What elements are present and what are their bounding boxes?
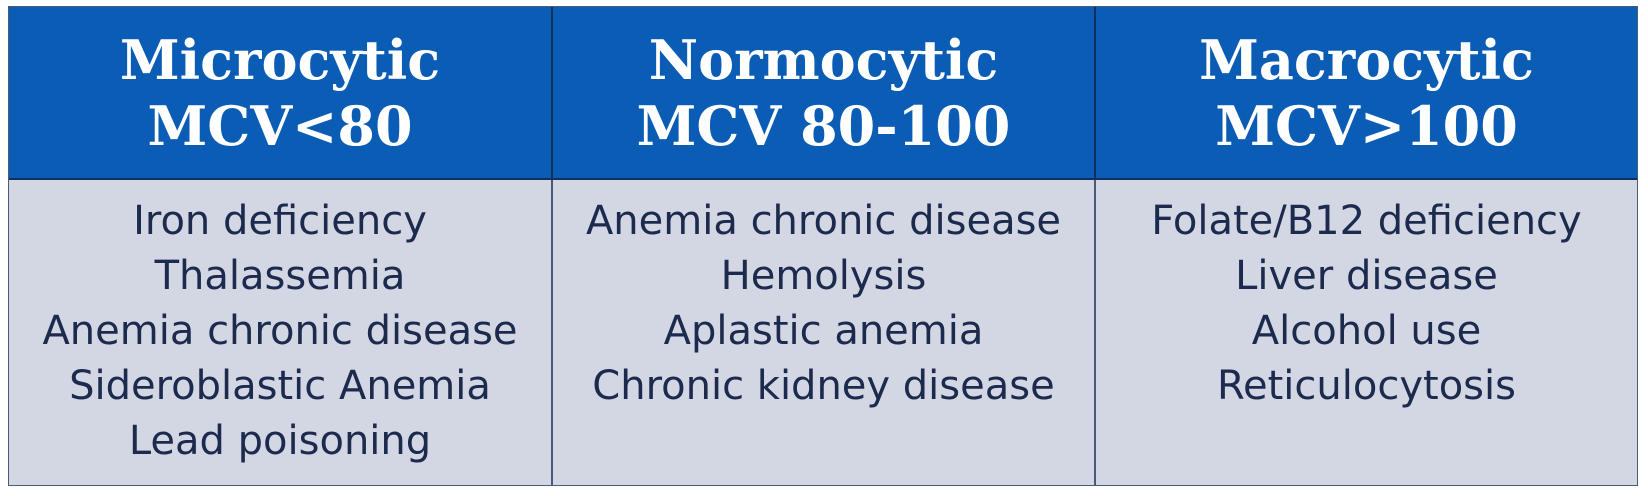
anemia-classification-table: Microcytic MCV<80 Normocytic MCV 80-100 … — [9, 7, 1637, 485]
list-item: Reticulocytosis — [1217, 363, 1516, 409]
list-item: Liver disease — [1235, 253, 1498, 299]
anemia-classification-table-container: Microcytic MCV<80 Normocytic MCV 80-100 … — [8, 6, 1638, 486]
column-cell-macrocytic: Folate/B12 deficiency Liver disease Alco… — [1095, 179, 1637, 485]
list-item: Hemolysis — [720, 253, 927, 299]
list-item: Folate/B12 deficiency — [1151, 198, 1582, 244]
list-item: Iron deficiency — [133, 198, 427, 244]
list-item: Thalassemia — [154, 253, 406, 299]
column-header-macrocytic: Macrocytic MCV>100 — [1095, 7, 1637, 180]
header-row: Microcytic MCV<80 Normocytic MCV 80-100 … — [9, 7, 1637, 180]
list-item: Aplastic anemia — [663, 308, 984, 354]
column-header-normocytic: Normocytic MCV 80-100 — [552, 7, 1096, 180]
column-header-microcytic: Microcytic MCV<80 — [9, 7, 553, 180]
column-subtitle: MCV>100 — [1215, 93, 1518, 158]
list-item: Lead poisoning — [128, 418, 432, 464]
list-item: Anemia chronic disease — [585, 198, 1062, 244]
list-item: Chronic kidney disease — [592, 363, 1055, 409]
column-subtitle: MCV<80 — [147, 93, 413, 158]
list-item: Anemia chronic disease — [42, 308, 518, 354]
list-item: Sideroblastic Anemia — [69, 363, 491, 409]
body-row: Iron deficiency Thalassemia Anemia chron… — [9, 179, 1637, 485]
column-cell-normocytic: Anemia chronic disease Hemolysis Aplasti… — [552, 179, 1096, 485]
list-item: Alcohol use — [1251, 308, 1482, 354]
column-title: Macrocytic — [1199, 27, 1534, 92]
column-cell-microcytic: Iron deficiency Thalassemia Anemia chron… — [9, 179, 553, 485]
column-subtitle: MCV 80-100 — [636, 93, 1011, 158]
column-title: Normocytic — [648, 27, 999, 92]
column-title: Microcytic — [119, 27, 441, 92]
